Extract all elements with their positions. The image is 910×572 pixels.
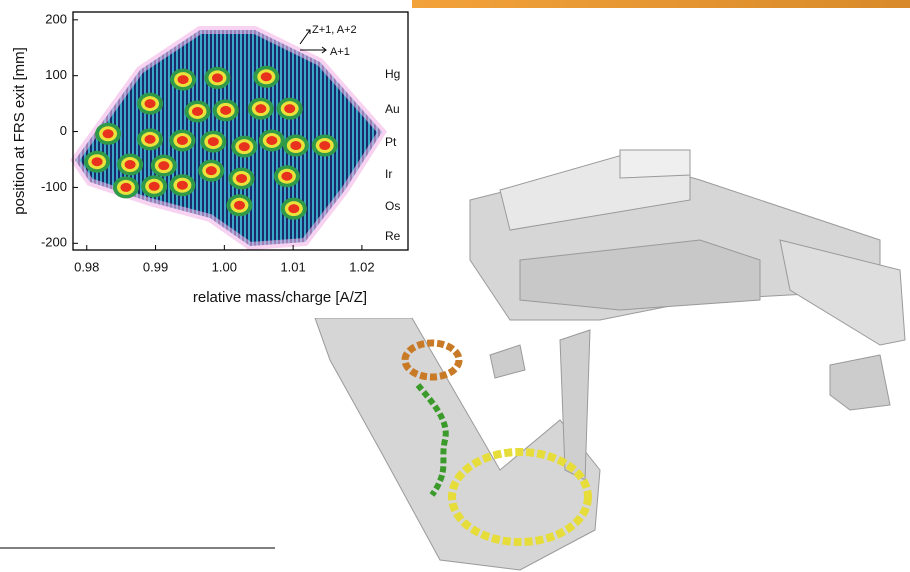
peak-core: [220, 106, 231, 115]
isotope-peak: [259, 129, 285, 151]
peak-core: [145, 135, 156, 144]
peak-core: [212, 73, 223, 82]
header-strip: [410, 0, 910, 8]
x-tick-label: 1.02: [349, 259, 374, 274]
y-tick-label: 200: [45, 11, 67, 26]
peak-core: [290, 141, 301, 150]
isotope-peak: [151, 155, 177, 177]
isotope-peak: [204, 67, 230, 89]
peak-core: [206, 166, 217, 175]
peak-core: [288, 204, 299, 213]
y-tick-label: -200: [41, 235, 67, 250]
element-label: Au: [385, 102, 400, 116]
isotope-peak: [141, 175, 167, 197]
peak-core: [208, 137, 219, 146]
isotope-peak: [84, 151, 110, 173]
isotope-peak: [277, 98, 303, 120]
isotope-peak: [117, 154, 143, 176]
peak-core: [284, 104, 295, 113]
peak-core: [261, 72, 272, 81]
isotope-peak: [200, 131, 226, 153]
peak-core: [158, 161, 169, 170]
peak-core: [234, 201, 245, 210]
isotope-peak: [274, 165, 300, 187]
peak-core: [125, 160, 136, 169]
y-tick-label: -100: [41, 179, 67, 194]
isotope-peak: [185, 100, 211, 122]
x-axis-label: relative mass/charge [A/Z]: [193, 289, 367, 306]
isotope-peak: [170, 69, 196, 91]
isotope-peak: [231, 136, 257, 158]
isotope-peak: [95, 123, 121, 145]
element-label: Ir: [385, 167, 392, 181]
isotope-peak: [229, 167, 255, 189]
isotope-peak: [198, 160, 224, 182]
peak-core: [120, 183, 131, 192]
isotope-peak: [169, 174, 195, 196]
peak-core: [236, 174, 247, 183]
element-label: Hg: [385, 67, 400, 81]
isotope-peak: [248, 98, 274, 120]
x-tick-label: 0.99: [143, 259, 168, 274]
peak-core: [281, 172, 292, 181]
peak-core: [178, 75, 189, 84]
peak-core: [319, 141, 330, 150]
y-axis-label: position at FRS exit [mm]: [11, 47, 28, 215]
peak-core: [149, 182, 160, 191]
annotation: A+1: [330, 46, 350, 58]
peak-core: [266, 136, 277, 145]
isotope-peak: [137, 128, 163, 150]
peak-core: [192, 107, 203, 116]
y-tick-label: 0: [60, 123, 67, 138]
isotope-peak: [213, 99, 239, 121]
x-tick-label: 1.01: [280, 259, 305, 274]
isotope-peak: [281, 198, 307, 220]
slide: position at FRS exit [mm] relative mass/…: [0, 0, 910, 572]
isotope-peak: [283, 135, 309, 157]
peak-core: [255, 104, 266, 113]
x-tick-label: 0.98: [74, 259, 99, 274]
isotope-peak: [113, 176, 139, 198]
x-tick-label: 1.00: [212, 259, 237, 274]
element-label: Pt: [385, 135, 397, 149]
isotope-peak: [312, 135, 338, 157]
element-label: Os: [385, 199, 400, 213]
isotope-peak: [253, 66, 279, 88]
peak-core: [239, 142, 250, 151]
page: position at FRS exit [mm] relative mass/…: [0, 0, 910, 572]
isotope-peak: [226, 194, 252, 216]
element-label: Re: [385, 229, 401, 243]
isotope-peak: [137, 93, 163, 115]
peak-core: [177, 181, 188, 190]
y-tick-label: 100: [45, 67, 67, 82]
peak-core: [103, 129, 114, 138]
peak-core: [177, 136, 188, 145]
peak-core: [92, 157, 103, 166]
peak-core: [145, 99, 156, 108]
annotation: Z+1, A+2: [312, 24, 357, 36]
isotope-peak: [169, 129, 195, 151]
